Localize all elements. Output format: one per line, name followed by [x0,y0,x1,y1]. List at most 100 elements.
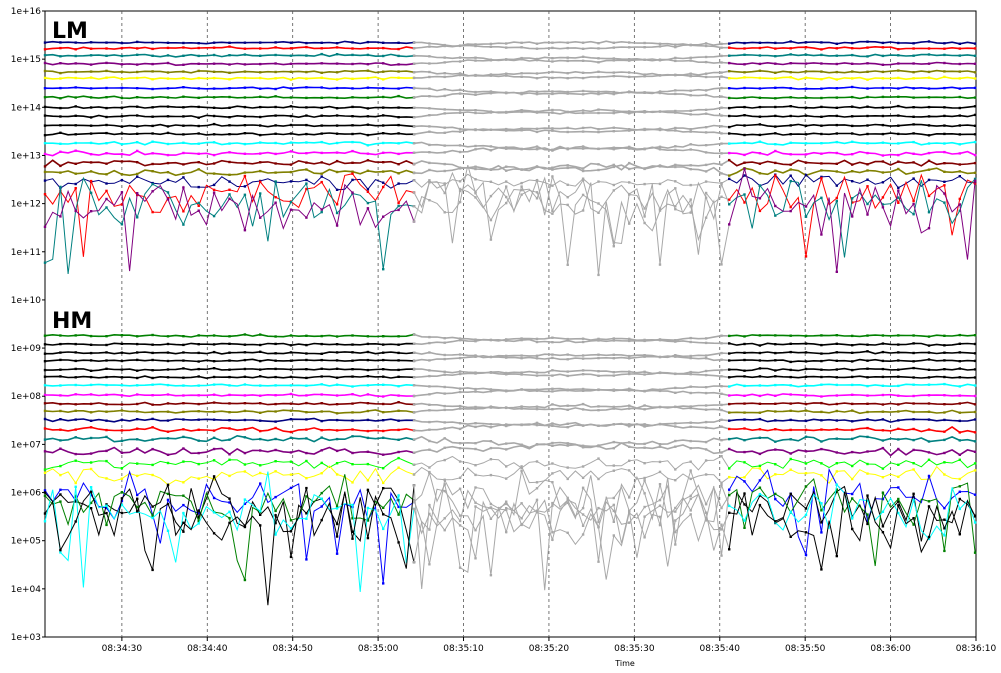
lm-series-point [197,54,200,58]
lm-series-point [597,42,600,45]
hm-series-point [228,402,231,405]
hm-series-point [958,453,961,456]
lm-series-point [743,167,746,171]
hm-series-point [366,418,370,422]
lm-series-point [612,90,615,94]
lm-series-point [335,46,339,49]
lm-series-point [382,132,385,135]
lm-series-point [243,96,247,99]
lm-series-point [43,179,47,182]
hm-series-point [320,505,323,508]
lm-series-point [743,105,746,109]
lm-series-point [320,175,323,178]
lm-series-point [674,43,677,46]
hm-series-point [612,469,615,472]
hm-series-point [628,407,631,410]
hm-series-point [674,468,677,471]
lm-series-point [912,123,915,126]
lm-series-point [228,106,231,109]
x-tick-label: 08:34:50 [272,644,313,654]
hm-series-point [412,411,416,414]
hm-series-point [105,359,108,362]
lm-series-point [305,96,308,100]
hm-series-point [182,402,185,405]
lm-series-point [43,193,47,196]
hm-series-point [443,353,446,357]
hm-series-point [958,439,961,442]
hm-series-point [851,464,854,468]
hm-series-point [489,426,493,429]
hm-series-point [866,359,869,362]
hm-series-point [973,403,977,406]
lm-series-line-7 [413,90,730,99]
lm-series-point [804,53,808,56]
lm-series-point [274,132,277,135]
lm-series-point [443,191,446,195]
hm-series-point [105,351,108,354]
hm-series-point [535,443,539,446]
lm-series-point [881,203,885,206]
hm-series-point [866,435,869,439]
hm-series-point [912,492,915,495]
lm-series-point [197,152,200,155]
lm-series-point [643,207,646,210]
hm-series-point [458,422,462,425]
hm-series-point [704,408,708,411]
lm-series-point [412,151,416,154]
hm-series-point [289,359,293,362]
lm-series-point [535,191,539,194]
lm-series-point [428,62,431,65]
lm-series-point [851,163,854,166]
lm-series-point [259,180,262,183]
hm-series-line-18 [413,478,730,565]
lm-series-line-0 [413,41,730,50]
hm-series-point [612,447,615,450]
hm-series-point [274,352,277,355]
hm-series-point [59,409,62,413]
hm-series-point [351,368,354,371]
lm-series-point [320,161,323,164]
hm-series-point [151,410,154,414]
lm-series-point [758,115,762,118]
lm-series-point [259,95,262,98]
hm-series-point [289,530,293,533]
hm-series-point [581,354,585,357]
hm-series-point [212,475,216,478]
lm-series-point [728,177,731,181]
hm-series-point [927,344,931,347]
hm-series-point [835,451,838,454]
lm-series-point [243,185,247,188]
hm-series-point [835,359,838,362]
lm-series-point [758,96,762,99]
hm-series-point [136,447,139,450]
lm-series-point [728,54,731,57]
hm-series-point [789,368,792,372]
hm-series-point [412,561,416,564]
lm-series-point [505,42,508,45]
hm-series-point [136,393,139,396]
lm-series-point [927,62,931,65]
lm-series-point [259,71,262,74]
hm-series-point [320,472,323,475]
lm-series-point [720,142,723,145]
hm-series-point [182,435,185,439]
lm-series-point [474,93,477,96]
hm-series-point [474,473,477,477]
hm-series-point [212,375,216,379]
hm-series-point [274,448,277,452]
hm-series-point [289,436,293,439]
lm-series-point [897,201,900,204]
hm-series-point [43,393,47,397]
lm-series-point [182,86,185,89]
hm-series-point [743,418,746,421]
lm-series-point [628,222,631,225]
lm-series-point [789,174,792,177]
hm-series-point [489,502,493,506]
hm-series-point [182,428,185,431]
hm-series-point [674,372,677,376]
hm-series-point [820,474,823,477]
hm-series-point [704,386,708,389]
hm-series-point [166,402,170,405]
hm-series-point [351,393,354,396]
lm-series-point [382,114,385,117]
